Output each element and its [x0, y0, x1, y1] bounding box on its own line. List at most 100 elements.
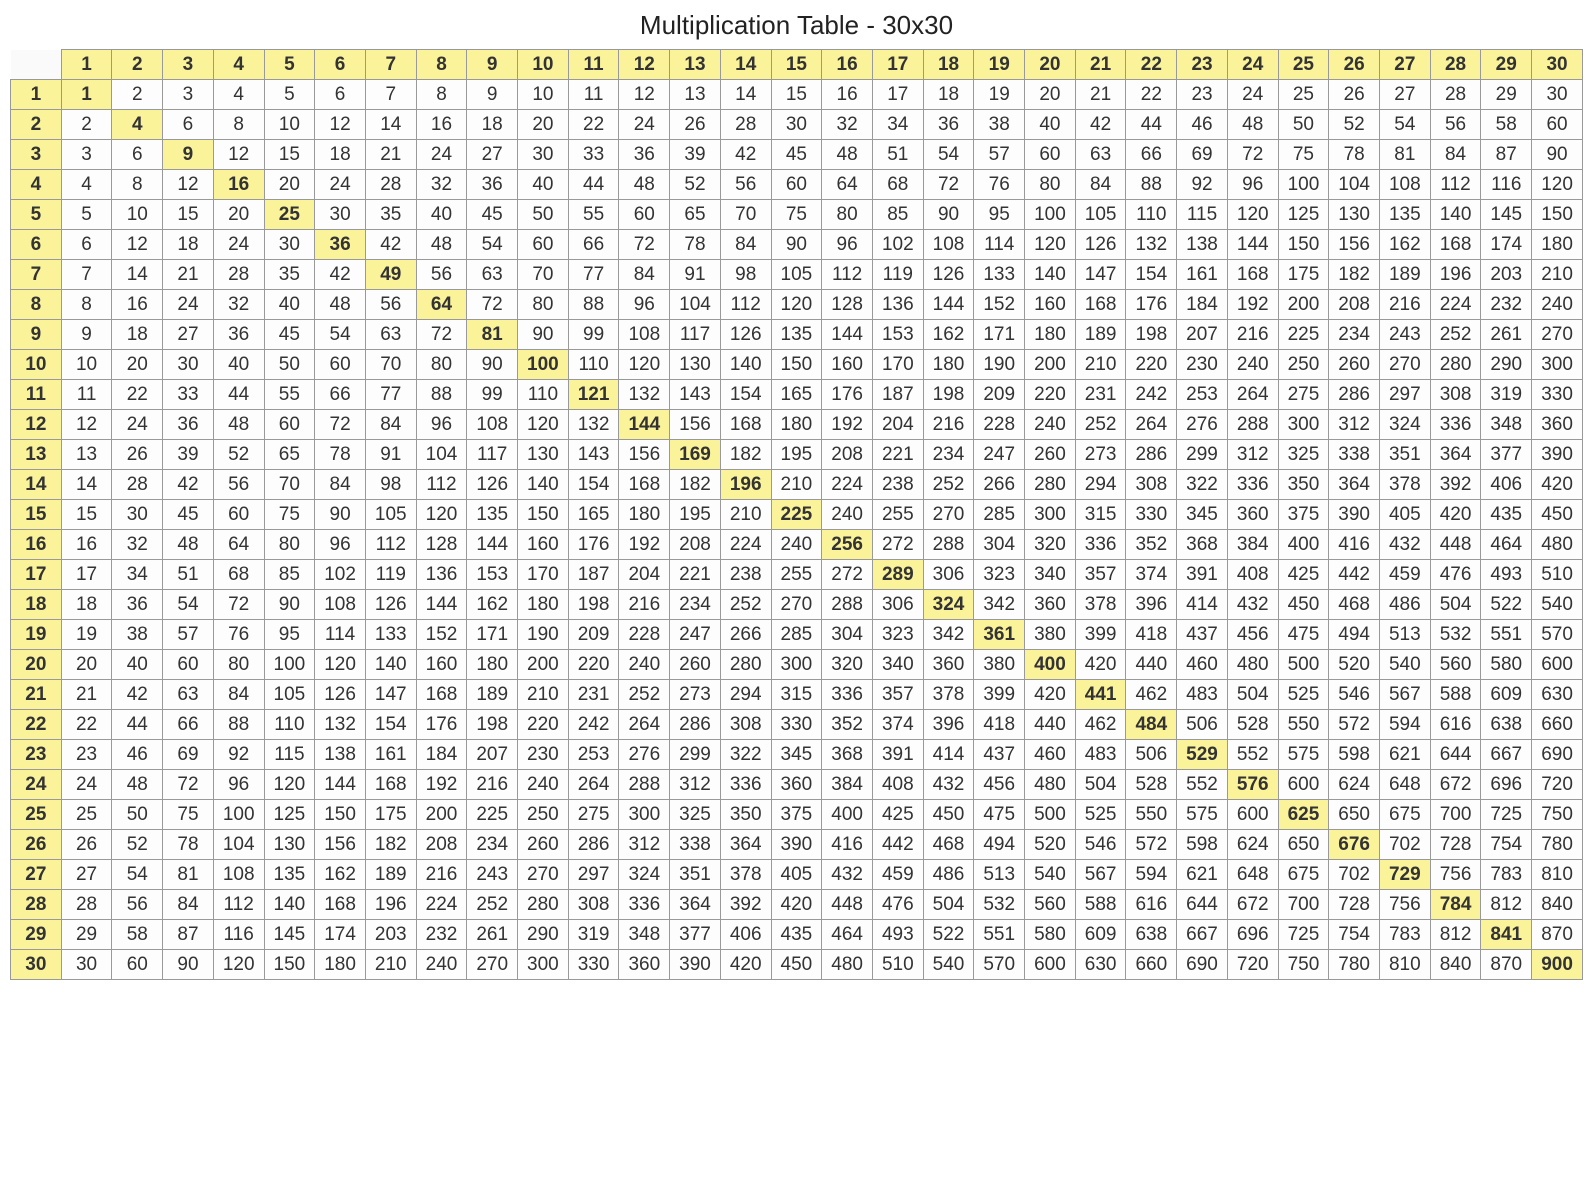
- table-cell: 90: [1532, 140, 1583, 170]
- table-cell: 348: [619, 920, 670, 950]
- table-cell: 374: [1126, 560, 1177, 590]
- table-cell: 378: [1075, 590, 1126, 620]
- table-cell: 72: [416, 320, 467, 350]
- table-cell: 360: [1532, 410, 1583, 440]
- table-cell: 300: [1278, 410, 1329, 440]
- table-cell: 252: [619, 680, 670, 710]
- table-cell: 345: [771, 740, 822, 770]
- table-cell: 13: [61, 440, 112, 470]
- table-cell: 18: [467, 110, 518, 140]
- table-cell: 224: [822, 470, 873, 500]
- table-cell: 64: [213, 530, 264, 560]
- table-cell: 551: [974, 920, 1025, 950]
- table-cell: 72: [213, 590, 264, 620]
- table-cell: 360: [771, 770, 822, 800]
- table-cell: 8: [213, 110, 264, 140]
- table-cell: 572: [1126, 830, 1177, 860]
- table-cell: 112: [213, 890, 264, 920]
- table-cell: 504: [1430, 590, 1481, 620]
- table-cell: 105: [365, 500, 416, 530]
- table-cell: 486: [923, 860, 974, 890]
- table-cell: 780: [1329, 950, 1380, 980]
- table-cell: 350: [1278, 470, 1329, 500]
- table-cell: 210: [518, 680, 569, 710]
- table-cell: 195: [670, 500, 721, 530]
- table-cell: 14: [61, 470, 112, 500]
- table-cell: 209: [974, 380, 1025, 410]
- table-cell: 60: [315, 350, 366, 380]
- column-header: 24: [1227, 50, 1278, 80]
- table-cell: 16: [822, 80, 873, 110]
- table-cell: 5: [61, 200, 112, 230]
- table-cell: 110: [1126, 200, 1177, 230]
- table-cell: 630: [1532, 680, 1583, 710]
- table-cell: 24: [416, 140, 467, 170]
- table-cell: 15: [163, 200, 214, 230]
- table-cell: 42: [720, 140, 771, 170]
- table-cell: 90: [264, 590, 315, 620]
- diagonal-cell: 16: [213, 170, 264, 200]
- column-header: 9: [467, 50, 518, 80]
- table-cell: 96: [619, 290, 670, 320]
- table-cell: 399: [974, 680, 1025, 710]
- table-cell: 80: [213, 650, 264, 680]
- table-cell: 198: [923, 380, 974, 410]
- table-cell: 102: [315, 560, 366, 590]
- table-cell: 198: [467, 710, 518, 740]
- diagonal-cell: 441: [1075, 680, 1126, 710]
- table-cell: 416: [822, 830, 873, 860]
- table-cell: 297: [1379, 380, 1430, 410]
- table-cell: 150: [518, 500, 569, 530]
- table-cell: 42: [112, 680, 163, 710]
- table-cell: 184: [1177, 290, 1228, 320]
- table-cell: 8: [61, 290, 112, 320]
- table-cell: 754: [1481, 830, 1532, 860]
- table-cell: 420: [771, 890, 822, 920]
- table-cell: 26: [61, 830, 112, 860]
- table-cell: 72: [1227, 140, 1278, 170]
- table-cell: 48: [822, 140, 873, 170]
- table-cell: 165: [568, 500, 619, 530]
- page-title: Multiplication Table - 30x30: [10, 10, 1583, 41]
- table-cell: 48: [163, 530, 214, 560]
- table-cell: 405: [1379, 500, 1430, 530]
- table-cell: 144: [923, 290, 974, 320]
- table-cell: 460: [1177, 650, 1228, 680]
- table-cell: 360: [923, 650, 974, 680]
- table-cell: 90: [771, 230, 822, 260]
- table-cell: 5: [264, 80, 315, 110]
- row-header: 14: [11, 470, 62, 500]
- table-cell: 108: [467, 410, 518, 440]
- table-cell: 30: [264, 230, 315, 260]
- table-cell: 140: [1025, 260, 1076, 290]
- table-cell: 174: [1481, 230, 1532, 260]
- table-cell: 20: [112, 350, 163, 380]
- table-cell: 140: [1430, 200, 1481, 230]
- table-cell: 234: [467, 830, 518, 860]
- table-cell: 60: [771, 170, 822, 200]
- table-cell: 351: [670, 860, 721, 890]
- table-cell: 132: [315, 710, 366, 740]
- table-cell: 170: [872, 350, 923, 380]
- table-cell: 286: [568, 830, 619, 860]
- table-cell: 391: [1177, 560, 1228, 590]
- table-cell: 180: [923, 350, 974, 380]
- table-cell: 330: [771, 710, 822, 740]
- table-cell: 650: [1329, 800, 1380, 830]
- table-cell: 224: [1430, 290, 1481, 320]
- table-cell: 165: [771, 380, 822, 410]
- table-cell: 270: [467, 950, 518, 980]
- table-cell: 420: [720, 950, 771, 980]
- table-cell: 143: [568, 440, 619, 470]
- table-cell: 510: [872, 950, 923, 980]
- table-cell: 247: [670, 620, 721, 650]
- table-cell: 104: [213, 830, 264, 860]
- table-cell: 88: [1126, 170, 1177, 200]
- table-cell: 352: [1126, 530, 1177, 560]
- table-cell: 70: [720, 200, 771, 230]
- table-cell: 270: [1379, 350, 1430, 380]
- table-cell: 660: [1126, 950, 1177, 980]
- table-cell: 20: [518, 110, 569, 140]
- table-cell: 84: [1075, 170, 1126, 200]
- table-cell: 221: [670, 560, 721, 590]
